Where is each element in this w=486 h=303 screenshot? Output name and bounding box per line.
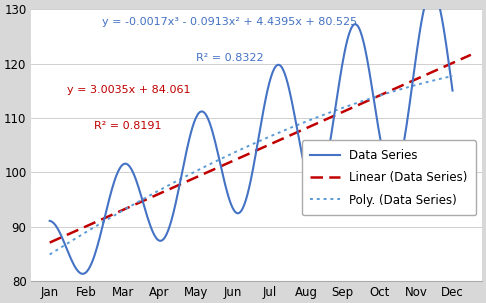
Text: y = 3.0035x + 84.061: y = 3.0035x + 84.061 bbox=[68, 85, 191, 95]
Text: y = -0.0017x³ - 0.0913x² + 4.4395x + 80.525: y = -0.0017x³ - 0.0913x² + 4.4395x + 80.… bbox=[102, 17, 357, 27]
Legend: Data Series, Linear (Data Series), Poly. (Data Series): Data Series, Linear (Data Series), Poly.… bbox=[302, 141, 476, 215]
Text: R² = 0.8322: R² = 0.8322 bbox=[196, 53, 263, 63]
Text: R² = 0.8191: R² = 0.8191 bbox=[94, 121, 162, 131]
